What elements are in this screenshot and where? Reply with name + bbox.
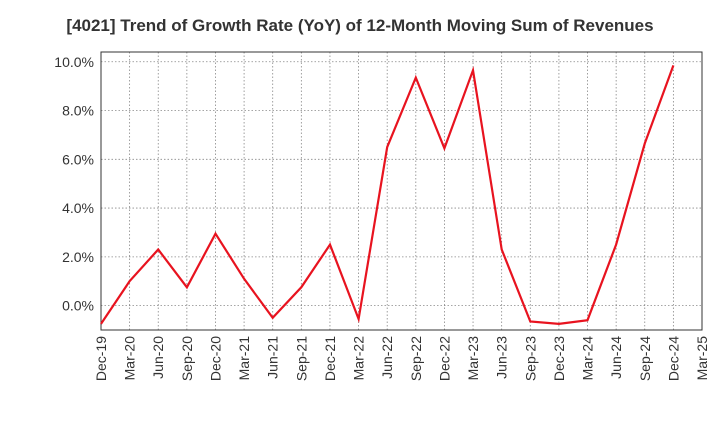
- x-tick-label: Sep-24: [637, 336, 653, 381]
- x-tick-label: Sep-20: [179, 336, 195, 381]
- y-tick-label: 8.0%: [62, 103, 94, 119]
- x-tick-label: Sep-23: [522, 336, 538, 381]
- x-tick-label: Jun-24: [608, 336, 624, 379]
- plot-frame: [100, 51, 703, 331]
- x-tick-label: Mar-20: [122, 336, 138, 381]
- series-line: [100, 65, 675, 326]
- x-tick-label: Dec-23: [551, 336, 567, 381]
- x-tick-label: Sep-22: [408, 336, 424, 381]
- x-tick-label: Jun-23: [494, 336, 510, 379]
- y-tick-label: 4.0%: [62, 200, 94, 216]
- x-tick-label: Dec-20: [207, 336, 223, 381]
- x-tick-label: Jun-21: [265, 336, 281, 379]
- x-tick-label: Mar-23: [465, 336, 481, 381]
- x-tick-label: Mar-21: [236, 336, 252, 381]
- x-tick-label: Mar-24: [580, 336, 596, 381]
- chart-title: [4021] Trend of Growth Rate (YoY) of 12-…: [66, 16, 654, 35]
- x-tick-label: Jun-20: [150, 336, 166, 379]
- x-tick-label: Dec-19: [93, 336, 109, 381]
- y-tick-label: 6.0%: [62, 151, 94, 167]
- x-tick-label: Dec-21: [322, 336, 338, 381]
- x-tick-label: Dec-22: [436, 336, 452, 381]
- x-tick-label: Sep-21: [293, 336, 309, 381]
- x-tick-label: Dec-24: [665, 336, 681, 381]
- x-tick-label: Mar-25: [694, 336, 710, 381]
- y-tick-label: 2.0%: [62, 249, 94, 265]
- x-tick-label: Jun-22: [379, 336, 395, 379]
- y-tick-label: 10.0%: [54, 54, 94, 70]
- x-tick-label: Mar-22: [351, 336, 367, 381]
- y-tick-label: 0.0%: [62, 298, 94, 314]
